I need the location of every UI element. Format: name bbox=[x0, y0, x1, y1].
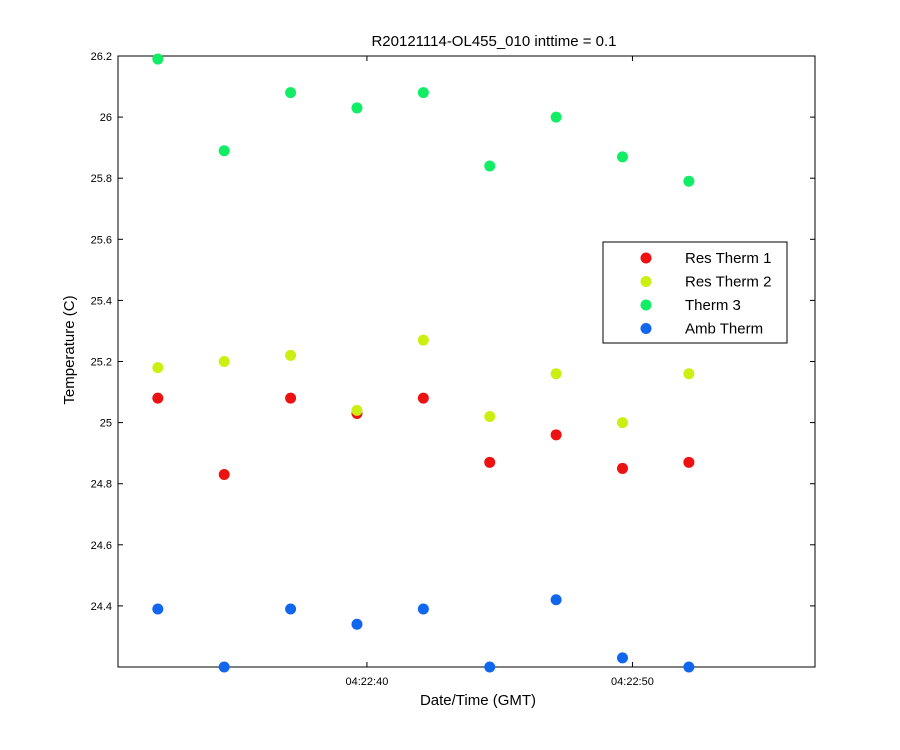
y-tick-label: 26.2 bbox=[91, 51, 112, 63]
chart-title: R20121114-OL455_010 inttime = 0.1 bbox=[371, 33, 616, 50]
data-point-therm-3 bbox=[218, 145, 230, 157]
data-point-therm-3 bbox=[550, 111, 562, 123]
legend-marker-therm-3 bbox=[640, 299, 652, 311]
data-point-res-therm-1 bbox=[218, 469, 230, 481]
data-point-therm-3 bbox=[683, 175, 695, 187]
data-point-res-therm-2 bbox=[417, 334, 429, 346]
x-axis: 04:22:40 04:22:50 bbox=[346, 56, 654, 688]
data-point-amb-therm bbox=[351, 618, 363, 630]
data-point-res-therm-1 bbox=[417, 392, 429, 404]
legend-label-amb-therm: Amb Therm bbox=[685, 321, 763, 338]
legend-label-res-therm-1: Res Therm 1 bbox=[685, 250, 771, 267]
data-point-res-therm-1 bbox=[550, 429, 562, 441]
plot-area bbox=[117, 55, 816, 668]
data-point-res-therm-2 bbox=[152, 362, 164, 374]
legend-marker-res-therm-2 bbox=[640, 276, 652, 287]
data-point-therm-3 bbox=[417, 87, 429, 99]
data-point-amb-therm bbox=[683, 661, 695, 673]
data-point-res-therm-1 bbox=[285, 392, 297, 404]
data-point-res-therm-2 bbox=[218, 356, 230, 367]
data-point-amb-therm bbox=[484, 661, 496, 673]
y-tick-label: 26 bbox=[100, 112, 112, 124]
data-points bbox=[152, 53, 695, 673]
data-point-res-therm-2 bbox=[351, 404, 363, 416]
legend: Res Therm 1 Res Therm 2 Therm 3 Amb Therm bbox=[602, 241, 788, 344]
x-axis-label: Date/Time (GMT) bbox=[420, 692, 536, 709]
data-point-therm-3 bbox=[351, 102, 363, 114]
x-tick-label: 04:22:50 bbox=[611, 676, 654, 688]
data-point-amb-therm bbox=[152, 603, 164, 615]
legend-box bbox=[602, 241, 788, 344]
data-point-res-therm-2 bbox=[285, 349, 297, 361]
y-tick-label: 24.4 bbox=[91, 601, 112, 613]
data-point-res-therm-1 bbox=[152, 392, 164, 404]
data-point-res-therm-2 bbox=[616, 417, 628, 429]
legend-label-res-therm-2: Res Therm 2 bbox=[685, 274, 771, 291]
y-tick-label: 25.4 bbox=[91, 295, 112, 307]
legend-label-therm-3: Therm 3 bbox=[685, 297, 741, 314]
data-point-res-therm-1 bbox=[616, 462, 628, 474]
data-point-amb-therm bbox=[285, 603, 297, 615]
x-tick-label: 04:22:40 bbox=[346, 676, 389, 688]
legend-marker-amb-therm bbox=[640, 323, 652, 334]
data-point-amb-therm bbox=[550, 594, 562, 606]
legend-marker-res-therm-1 bbox=[640, 252, 652, 264]
y-axis-label: Temperature (C) bbox=[61, 295, 78, 404]
data-point-amb-therm bbox=[616, 652, 628, 664]
data-point-therm-3 bbox=[616, 151, 628, 163]
y-tick-label: 24.6 bbox=[91, 540, 112, 552]
data-point-amb-therm bbox=[218, 661, 230, 673]
data-point-therm-3 bbox=[152, 53, 164, 65]
y-tick-label: 25.8 bbox=[91, 173, 112, 185]
y-axis: 24.4 24.6 24.8 25 25.2 25.4 25.6 25.8 26 26.2 bbox=[91, 51, 815, 613]
data-point-res-therm-2 bbox=[550, 368, 562, 380]
data-point-therm-3 bbox=[484, 160, 496, 172]
data-point-therm-3 bbox=[285, 87, 297, 99]
y-tick-label: 25.2 bbox=[91, 357, 112, 369]
y-tick-label: 24.8 bbox=[91, 479, 112, 491]
data-point-res-therm-2 bbox=[683, 368, 695, 380]
y-tick-label: 25.6 bbox=[91, 234, 112, 246]
y-tick-label: 25 bbox=[100, 418, 112, 430]
data-point-res-therm-1 bbox=[683, 456, 695, 468]
data-point-res-therm-2 bbox=[484, 410, 496, 422]
data-point-amb-therm bbox=[417, 603, 429, 615]
data-point-res-therm-1 bbox=[484, 456, 496, 468]
